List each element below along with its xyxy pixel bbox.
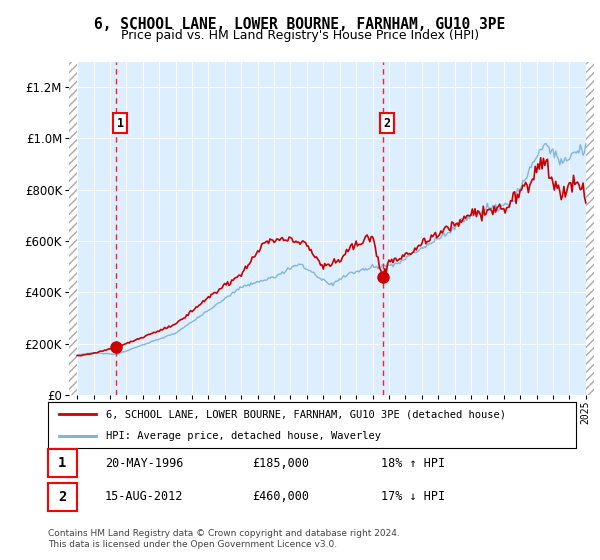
Text: 2: 2 — [58, 489, 67, 504]
Text: 1: 1 — [117, 116, 124, 129]
Text: HPI: Average price, detached house, Waverley: HPI: Average price, detached house, Wave… — [106, 431, 381, 441]
Text: Contains HM Land Registry data © Crown copyright and database right 2024.
This d: Contains HM Land Registry data © Crown c… — [48, 529, 400, 549]
Text: 2: 2 — [383, 116, 391, 129]
Bar — [69, 62, 77, 395]
Text: 1: 1 — [58, 456, 67, 470]
Text: 6, SCHOOL LANE, LOWER BOURNE, FARNHAM, GU10 3PE (detached house): 6, SCHOOL LANE, LOWER BOURNE, FARNHAM, G… — [106, 409, 506, 419]
Text: 6, SCHOOL LANE, LOWER BOURNE, FARNHAM, GU10 3PE: 6, SCHOOL LANE, LOWER BOURNE, FARNHAM, G… — [94, 17, 506, 32]
Text: £460,000: £460,000 — [252, 490, 309, 503]
Text: 20-MAY-1996: 20-MAY-1996 — [105, 456, 184, 470]
Text: 15-AUG-2012: 15-AUG-2012 — [105, 490, 184, 503]
Text: 17% ↓ HPI: 17% ↓ HPI — [381, 490, 445, 503]
Text: £185,000: £185,000 — [252, 456, 309, 470]
Text: Price paid vs. HM Land Registry's House Price Index (HPI): Price paid vs. HM Land Registry's House … — [121, 29, 479, 42]
Bar — [586, 62, 594, 395]
Text: 18% ↑ HPI: 18% ↑ HPI — [381, 456, 445, 470]
